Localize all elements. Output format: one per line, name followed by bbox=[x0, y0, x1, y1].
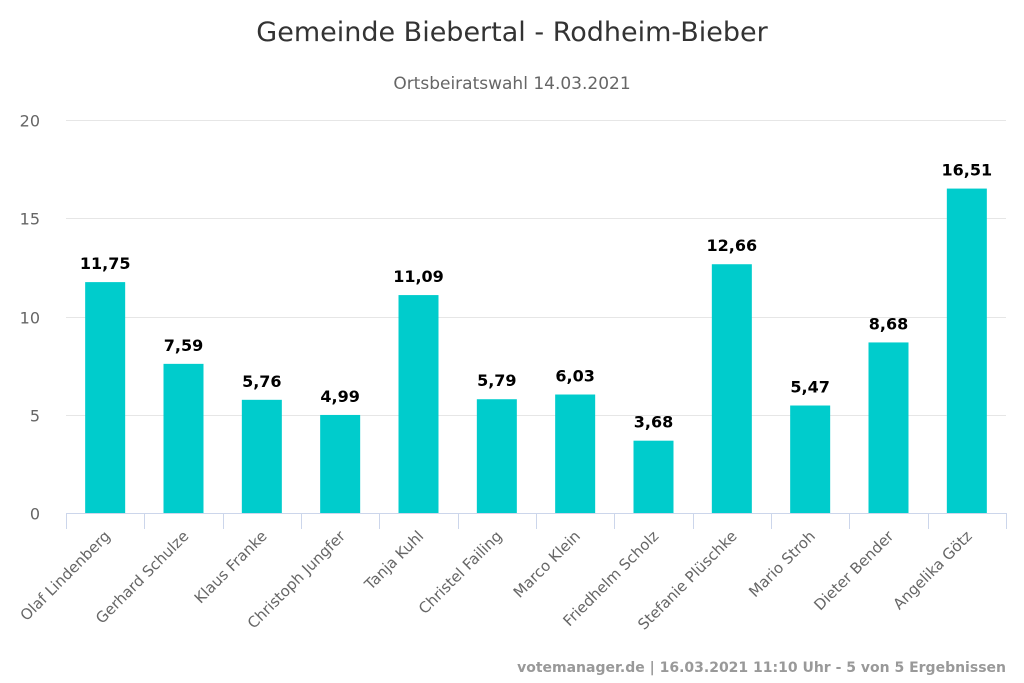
bar[interactable] bbox=[868, 342, 909, 513]
y-axis: 0 5 10 15 20 bbox=[20, 112, 40, 524]
y-tick-label: 15 bbox=[20, 210, 40, 229]
data-label: 16,51 bbox=[942, 161, 993, 180]
x-tick-label: Mario Stroh bbox=[745, 527, 819, 601]
bar[interactable] bbox=[163, 363, 204, 513]
data-labels: 11,75 7,59 5,76 4,99 11,09 5,79 6,03 3,68 12,66 5… bbox=[80, 161, 992, 432]
y-tick-label: 5 bbox=[30, 407, 40, 426]
data-label: 12,66 bbox=[707, 236, 758, 255]
x-tick-label: Dieter Bender bbox=[810, 527, 898, 615]
bar[interactable] bbox=[241, 399, 282, 513]
x-tick-label: Angelika Götz bbox=[890, 527, 976, 613]
data-label: 6,03 bbox=[555, 367, 594, 386]
bar[interactable] bbox=[946, 188, 987, 514]
bar[interactable] bbox=[398, 295, 439, 513]
bar[interactable] bbox=[790, 405, 831, 513]
data-label: 11,75 bbox=[80, 254, 131, 273]
y-tick-label: 20 bbox=[20, 112, 40, 131]
x-tick-label: Klaus Franke bbox=[191, 527, 271, 607]
data-label: 8,68 bbox=[869, 314, 908, 333]
bar[interactable] bbox=[85, 282, 126, 513]
data-label: 7,59 bbox=[164, 336, 203, 355]
data-label: 3,68 bbox=[634, 413, 673, 432]
y-tick-label: 10 bbox=[20, 309, 40, 328]
bar[interactable] bbox=[476, 399, 517, 513]
x-tick-label: Christel Failing bbox=[415, 527, 506, 618]
data-label: 5,76 bbox=[242, 372, 281, 391]
bar[interactable] bbox=[633, 440, 674, 513]
x-tick-label: Marco Klein bbox=[510, 527, 584, 601]
chart-credits[interactable]: votemanager.de | 16.03.2021 11:10 Uhr - … bbox=[517, 660, 1006, 676]
gridlines bbox=[66, 120, 1006, 416]
bar[interactable] bbox=[711, 264, 752, 513]
data-label: 5,47 bbox=[790, 378, 829, 397]
y-tick-label: 0 bbox=[30, 505, 40, 524]
bar[interactable] bbox=[555, 394, 596, 513]
x-tick-label: Tanja Kuhl bbox=[360, 527, 427, 594]
data-label: 11,09 bbox=[393, 267, 444, 286]
chart-subtitle: Ortsbeiratswahl 14.03.2021 bbox=[393, 74, 630, 94]
bar[interactable] bbox=[320, 414, 361, 513]
data-label: 5,79 bbox=[477, 371, 516, 390]
bar-series bbox=[85, 188, 987, 514]
chart-title: Gemeinde Biebertal - Rodheim-Bieber bbox=[256, 17, 768, 48]
data-label: 4,99 bbox=[320, 387, 359, 406]
